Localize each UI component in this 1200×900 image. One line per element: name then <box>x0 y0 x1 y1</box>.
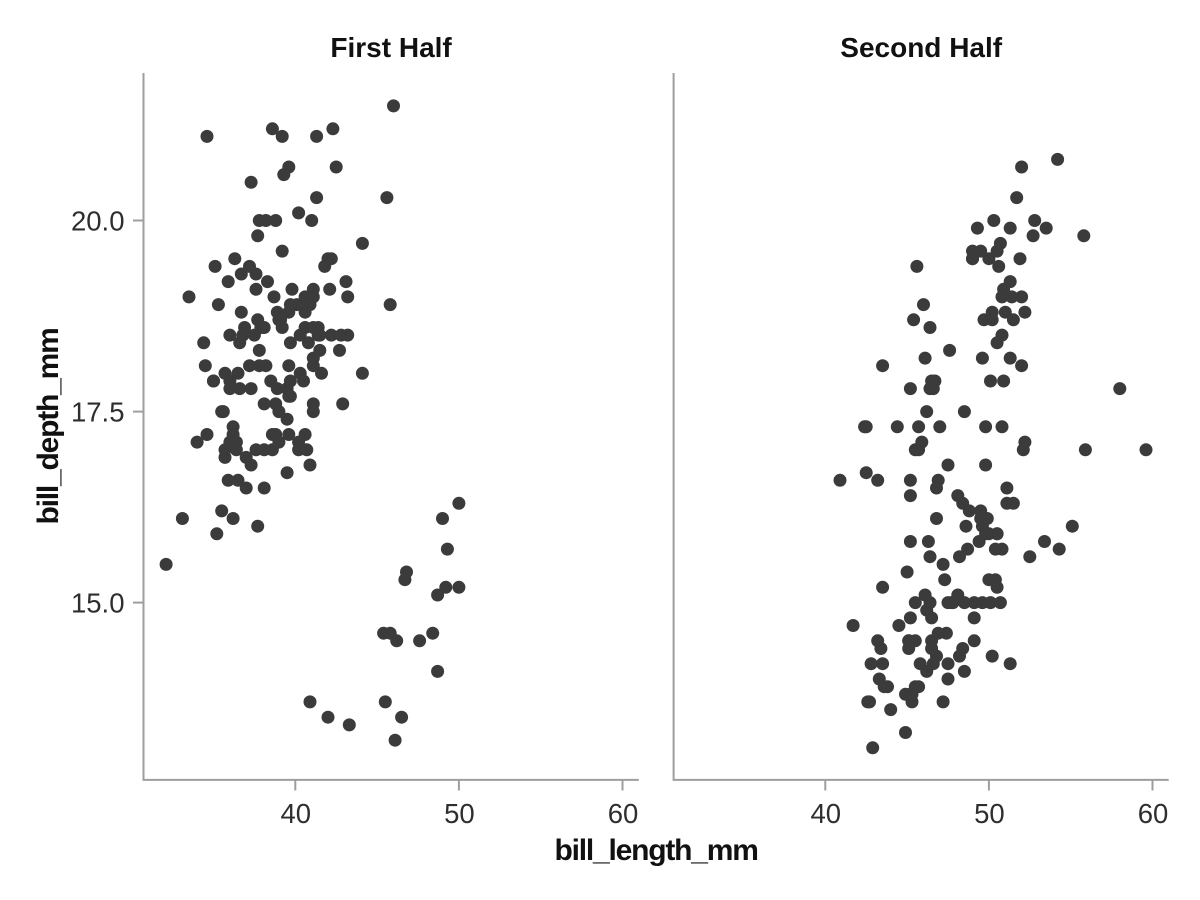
svg-text:bill_depth_mm: bill_depth_mm <box>32 328 65 524</box>
svg-text:bill_length_mm: bill_length_mm <box>554 834 757 867</box>
svg-text:40: 40 <box>281 798 312 829</box>
svg-text:Second Half: Second Half <box>840 32 1002 63</box>
svg-text:First Half: First Half <box>330 32 452 63</box>
svg-text:50: 50 <box>974 798 1005 829</box>
svg-text:15.0: 15.0 <box>71 587 125 618</box>
svg-text:60: 60 <box>608 798 639 829</box>
svg-text:17.5: 17.5 <box>71 396 125 427</box>
svg-text:40: 40 <box>811 798 842 829</box>
svg-text:60: 60 <box>1138 798 1169 829</box>
svg-text:20.0: 20.0 <box>71 205 125 236</box>
svg-text:50: 50 <box>444 798 475 829</box>
